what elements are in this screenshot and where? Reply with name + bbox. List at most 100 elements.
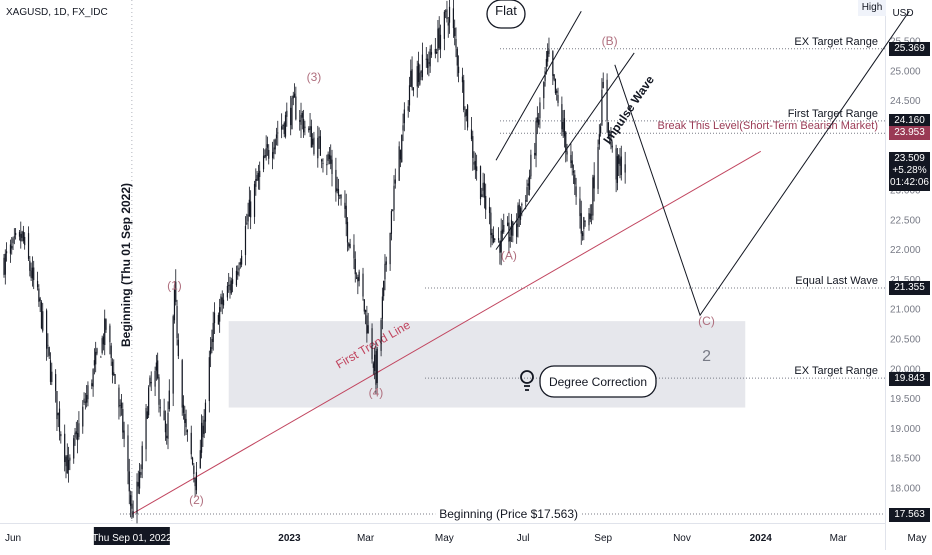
candle-2022-08-08	[100, 355, 102, 358]
candle-2023-01-13	[304, 120, 306, 136]
candle-2023-03-09	[375, 342, 377, 395]
candle-2022-10-20	[194, 478, 196, 498]
candle-2023-01-24	[318, 127, 320, 149]
y-tick-7: 22.000	[890, 245, 921, 256]
candle-2023-02-01	[328, 146, 331, 165]
candle-2022-06-28	[47, 333, 49, 358]
candle-2023-08-17	[583, 216, 585, 241]
candle-2022-09-23	[159, 399, 161, 417]
candle-2023-08-11	[575, 177, 577, 205]
candle-2022-08-25	[122, 402, 124, 439]
candle-2023-08-23	[590, 204, 593, 225]
y-tick-14: 18.500	[890, 454, 921, 465]
symbol-title[interactable]: XAGUSD, 1D, FX_IDC	[6, 7, 108, 18]
candle-2023-09-07	[610, 127, 612, 150]
currency-button[interactable]: USD	[892, 8, 914, 19]
candle-2023-02-13	[344, 190, 346, 218]
candle-2023-04-26	[437, 20, 439, 63]
candle-2022-10-05	[175, 269, 177, 306]
candle-2022-10-24	[199, 439, 201, 469]
candle-2023-05-25	[474, 152, 476, 179]
degree-callout[interactable]	[539, 365, 657, 398]
candle-2023-03-06	[371, 323, 373, 364]
candle-2023-03-17	[385, 256, 387, 272]
candle-2023-07-18	[544, 66, 546, 87]
candle-2023-05-11	[456, 46, 458, 77]
candle-2023-04-04	[408, 76, 411, 113]
candle-2023-09-04	[606, 73, 608, 133]
wave-label-3: (3)	[307, 70, 322, 84]
candle-2022-05-31	[11, 237, 13, 255]
candle-2023-08-15	[580, 200, 582, 245]
candle-2022-09-22	[158, 374, 160, 413]
candle-2023-08-25	[593, 162, 595, 202]
candle-2022-11-21	[235, 265, 238, 287]
candle-2023-09-01	[602, 72, 604, 89]
candle-2023-04-06	[411, 56, 413, 91]
candle-2022-09-16	[150, 371, 152, 392]
candle-2022-12-19	[272, 141, 274, 170]
candle-2022-11-16	[229, 276, 231, 299]
candle-2023-08-02	[563, 109, 566, 148]
wave-label-7: (C)	[698, 314, 715, 328]
candle-2023-01-31	[327, 151, 329, 165]
candle-2022-12-06	[255, 168, 257, 196]
candle-2022-12-21	[274, 138, 276, 155]
projection-path[interactable]	[614, 10, 910, 317]
candle-2023-03-28	[399, 149, 402, 168]
candle-2022-06-10	[24, 232, 26, 250]
candle-2023-08-09	[572, 164, 575, 184]
candle-2022-08-22	[118, 384, 120, 420]
correction-zone[interactable]	[228, 321, 746, 408]
candle-2022-06-01	[12, 236, 14, 250]
candle-2023-04-05	[410, 59, 412, 87]
candle-2023-03-29	[401, 134, 403, 163]
price-tag-equal-last-wave: 21.355	[889, 281, 930, 295]
flat-channel-line-1[interactable]	[495, 10, 582, 161]
candle-2023-05-08	[452, 0, 455, 38]
candle-2022-11-24	[239, 258, 241, 269]
candle-2023-06-15	[501, 219, 504, 241]
candle-2022-07-08	[60, 431, 62, 444]
candle-2022-11-01	[210, 337, 212, 368]
candle-2022-06-15	[30, 262, 32, 281]
candle-2023-06-13	[499, 240, 501, 265]
candle-2022-12-07	[256, 170, 258, 182]
candle-2023-03-23	[393, 175, 395, 222]
candle-2022-10-04	[173, 284, 176, 324]
flat-callout[interactable]	[486, 0, 526, 29]
candle-2023-07-28	[557, 87, 559, 107]
y-tick-11: 20.000	[890, 364, 921, 375]
candle-2023-04-03	[407, 100, 409, 118]
candle-2023-01-30	[326, 154, 328, 176]
candle-2023-01-06	[295, 86, 297, 121]
candle-2022-09-08	[140, 464, 142, 478]
first-trend-line[interactable]	[131, 150, 762, 515]
candle-2023-04-21	[430, 44, 433, 58]
beginning-vertical-label: Beginning (Thu 01 Sep 2022)	[119, 183, 133, 347]
candle-2023-09-05	[607, 122, 609, 139]
candle-2022-12-27	[282, 124, 284, 130]
candle-2022-06-02	[13, 228, 15, 245]
candle-2023-07-20	[547, 43, 549, 67]
candle-2022-09-07	[138, 463, 141, 495]
candle-2023-02-17	[349, 238, 351, 249]
candle-2023-01-10	[300, 102, 302, 138]
candle-2023-06-07	[491, 228, 493, 246]
candle-2022-08-29	[127, 424, 129, 485]
price-tag-ex-target-lower: 19.843	[889, 372, 930, 386]
candle-2023-04-24	[434, 37, 436, 59]
x-tick-6: Sep	[594, 533, 612, 544]
candle-2023-06-29	[519, 206, 522, 226]
candle-2022-12-28	[283, 121, 285, 138]
candle-2023-06-01	[483, 173, 485, 209]
candle-2023-07-03	[525, 195, 527, 210]
candle-2023-01-20	[313, 131, 315, 156]
candle-2023-07-13	[538, 112, 540, 128]
candle-2022-06-29	[48, 346, 50, 360]
candle-2023-06-19	[507, 216, 509, 227]
high-button[interactable]: High	[858, 0, 886, 16]
candle-2023-04-25	[436, 48, 438, 54]
